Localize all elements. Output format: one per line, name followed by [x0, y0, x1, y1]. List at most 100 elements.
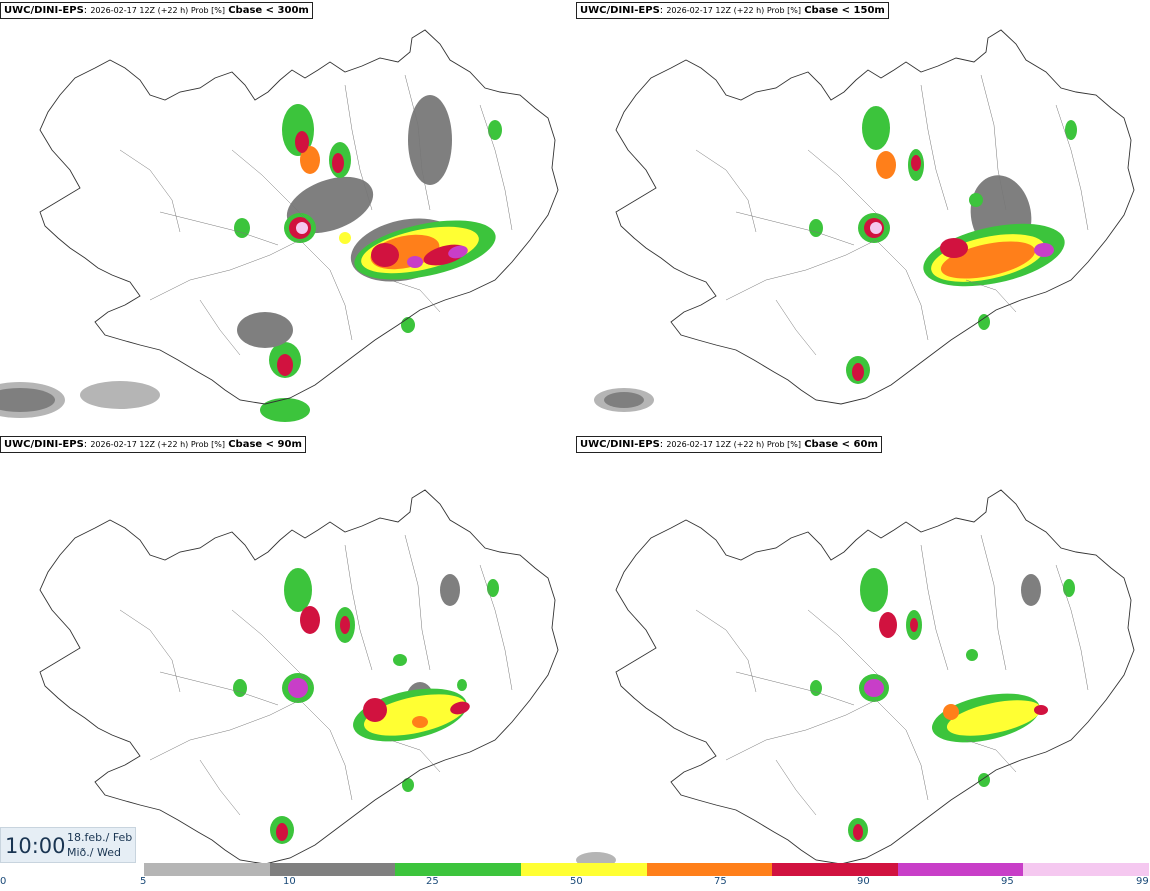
colorbar-segment — [269, 863, 396, 876]
probability-area — [864, 679, 884, 697]
valid-time-box: 10:00 18.feb./ Feb Mið./ Wed — [0, 827, 136, 863]
boundary-line — [231, 149, 313, 226]
map-panel-60m: UWC/DINI-EPS: 2026-02-17 12Z (+22 h) Pro… — [576, 434, 1148, 866]
probability-area — [604, 392, 644, 408]
coastline — [615, 29, 1135, 405]
boundary-line — [404, 534, 431, 671]
probability-area — [910, 618, 918, 632]
probability-area — [412, 716, 428, 728]
probability-colorbar — [144, 863, 1149, 876]
probability-area — [363, 694, 467, 736]
boundary-line — [920, 84, 949, 211]
probability-area — [1034, 705, 1048, 715]
boundary-line — [695, 149, 757, 233]
colorbar-tick-label: 75 — [714, 876, 727, 887]
boundary-line — [299, 239, 353, 341]
boundary-line — [1055, 104, 1089, 231]
coastline — [615, 489, 1135, 865]
probability-area — [978, 314, 990, 330]
probability-area — [809, 219, 823, 237]
boundary-line — [389, 739, 441, 773]
probability-area — [810, 680, 822, 696]
boundary-line — [695, 609, 757, 693]
boundary-line — [404, 74, 431, 211]
probability-area — [966, 649, 978, 661]
probability-area — [237, 312, 293, 348]
probability-area — [332, 153, 344, 173]
probability-area — [969, 193, 983, 207]
valid-date: 18.feb./ Feb — [67, 831, 133, 844]
probability-area — [876, 151, 896, 179]
probability-area — [457, 679, 467, 691]
boundary-line — [479, 104, 513, 231]
probability-area — [853, 824, 863, 840]
probability-area — [407, 256, 423, 268]
probability-area — [1065, 120, 1077, 140]
iceland-map — [576, 489, 1135, 866]
boundary-line — [1055, 564, 1089, 691]
probability-area — [943, 704, 959, 720]
iceland-map — [39, 489, 559, 865]
valid-time: 10:00 — [5, 834, 66, 858]
boundary-line — [807, 609, 889, 686]
probability-area — [1034, 243, 1054, 257]
panel-title: UWC/DINI-EPS: 2026-02-17 12Z (+22 h) Pro… — [576, 436, 882, 453]
probability-area — [408, 95, 452, 185]
probability-area — [911, 155, 921, 171]
probability-area — [1063, 579, 1075, 597]
probability-area — [402, 778, 414, 792]
boundary-line — [875, 239, 929, 341]
probability-area — [862, 106, 890, 150]
probability-area — [371, 243, 399, 267]
colorbar-tick-label: 5 — [140, 876, 147, 887]
panel-title: UWC/DINI-EPS: 2026-02-17 12Z (+22 h) Pro… — [0, 436, 306, 453]
colorbar-tick-label: 50 — [570, 876, 583, 887]
iceland-map — [0, 29, 559, 422]
probability-area — [393, 654, 407, 666]
valid-weekday: Mið./ Wed — [67, 846, 121, 859]
probability-area — [870, 222, 882, 234]
probability-area — [296, 222, 308, 234]
probability-area — [339, 232, 351, 244]
probability-area — [879, 612, 897, 638]
boundary-line — [725, 239, 877, 301]
colorbar-tick-label: 99 — [1136, 876, 1149, 887]
probability-area — [276, 823, 288, 841]
probability-area — [0, 388, 55, 412]
colorbar-tick-label: 10 — [283, 876, 296, 887]
boundary-line — [920, 544, 949, 671]
probability-area — [300, 606, 320, 634]
colorbar-segment — [646, 863, 773, 876]
colorbar-segment — [520, 863, 647, 876]
probability-area — [1021, 574, 1041, 606]
probability-area — [300, 146, 320, 174]
colorbar-segment — [1023, 863, 1149, 876]
boundary-line — [980, 74, 1007, 211]
colorbar-tick-label: 25 — [426, 876, 439, 887]
coastline — [39, 489, 559, 865]
panel-title: UWC/DINI-EPS: 2026-02-17 12Z (+22 h) Pro… — [576, 2, 889, 19]
probability-area — [288, 678, 308, 698]
colorbar-segment — [897, 863, 1024, 876]
boundary-line — [119, 609, 181, 693]
probability-area — [940, 238, 968, 258]
boundary-line — [119, 149, 181, 233]
colorbar-tick-label: 0 — [0, 876, 7, 887]
boundary-line — [389, 279, 441, 313]
colorbar-tick-label: 90 — [857, 876, 870, 887]
colorbar-tick-label: 95 — [1001, 876, 1014, 887]
probability-area — [233, 679, 247, 697]
probability-area — [487, 579, 499, 597]
probability-area — [488, 120, 502, 140]
map-panel-300m: UWC/DINI-EPS: 2026-02-17 12Z (+22 h) Pro… — [0, 0, 572, 432]
colorbar-segment — [395, 863, 521, 876]
boundary-line — [344, 544, 373, 671]
probability-area — [260, 398, 310, 422]
boundary-line — [149, 239, 301, 301]
probability-area — [340, 616, 350, 634]
probability-area — [852, 363, 864, 381]
boundary-line — [965, 739, 1017, 773]
boundary-line — [980, 534, 1007, 671]
probability-area — [440, 574, 460, 606]
boundary-line — [159, 211, 279, 246]
